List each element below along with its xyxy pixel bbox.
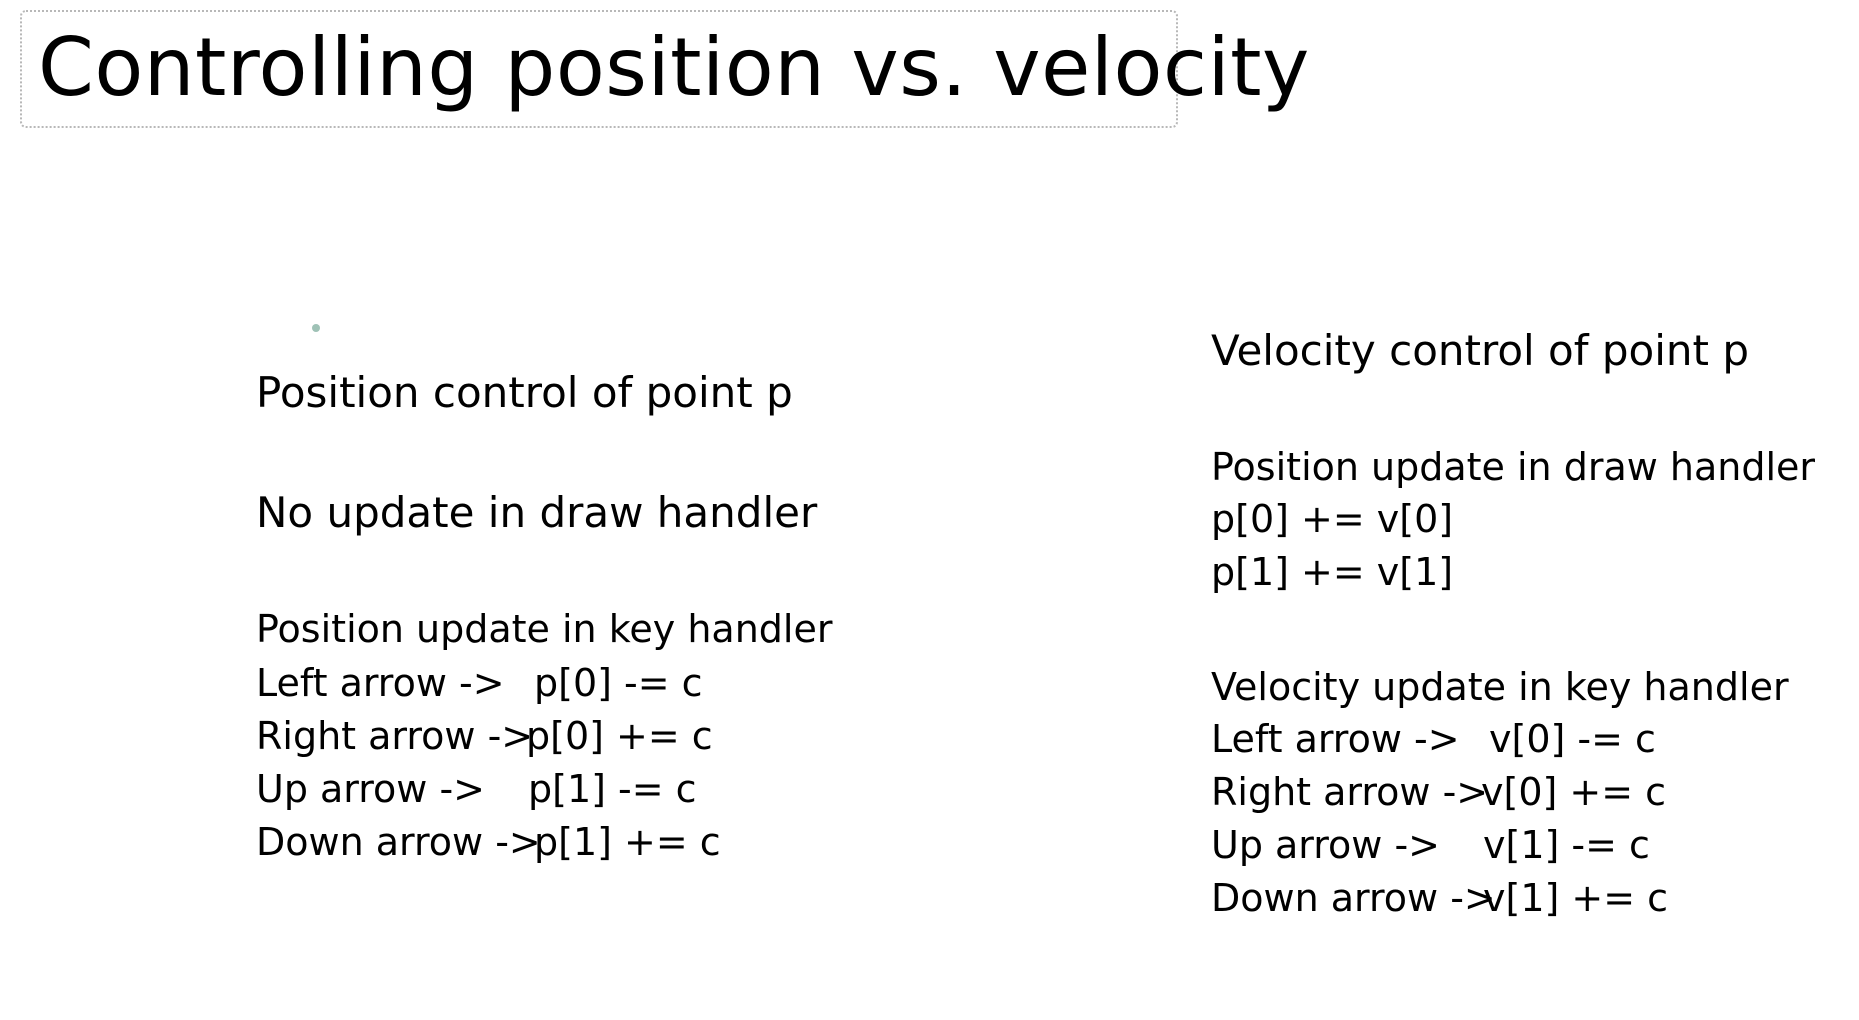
down-arrow-mapping: Down arrow ->v[1] += c bbox=[1211, 879, 1668, 917]
mapping-op: v[1] += c bbox=[1483, 876, 1669, 920]
right-arrow-mapping: Right arrow ->v[0] += c bbox=[1211, 773, 1666, 811]
title-placeholder-box bbox=[20, 10, 1178, 128]
left-arrow-mapping: Left arrow -> p[0] -= c bbox=[256, 664, 703, 702]
right-arrow-mapping: Right arrow ->p[0] += c bbox=[256, 717, 713, 755]
mapping-op: v[0] -= c bbox=[1489, 717, 1656, 761]
mapping-op: p[1] += c bbox=[534, 820, 721, 864]
cursor-dot bbox=[312, 324, 320, 332]
mapping-key: Down arrow -> bbox=[256, 820, 541, 864]
position-key-heading: Position update in key handler bbox=[256, 607, 833, 651]
mapping-key: Up arrow -> bbox=[256, 767, 486, 811]
draw-update-line-0: p[0] += v[0] bbox=[1211, 497, 1454, 541]
mapping-key: Up arrow -> bbox=[1211, 823, 1441, 867]
mapping-op: v[0] += c bbox=[1481, 770, 1667, 814]
up-arrow-mapping: Up arrow -> p[1] -= c bbox=[256, 770, 697, 808]
left-arrow-mapping: Left arrow -> v[0] -= c bbox=[1211, 720, 1656, 758]
mapping-key: Left arrow -> bbox=[1211, 717, 1460, 761]
up-arrow-mapping: Up arrow -> v[1] -= c bbox=[1211, 826, 1650, 864]
no-update-draw-note: No update in draw handler bbox=[256, 488, 818, 537]
mapping-key: Left arrow -> bbox=[256, 661, 505, 705]
mapping-op: v[1] -= c bbox=[1483, 823, 1650, 867]
mapping-key: Right arrow -> bbox=[1211, 770, 1489, 814]
velocity-key-heading: Velocity update in key handler bbox=[1211, 665, 1789, 709]
mapping-op: p[0] += c bbox=[526, 714, 713, 758]
velocity-control-heading: Velocity control of point p bbox=[1211, 326, 1750, 375]
velocity-draw-heading: Position update in draw handler bbox=[1211, 445, 1816, 489]
mapping-op: p[0] -= c bbox=[534, 661, 703, 705]
slide-title: Controlling position vs. velocity bbox=[38, 21, 1310, 114]
mapping-key: Right arrow -> bbox=[256, 714, 534, 758]
draw-update-line-1: p[1] += v[1] bbox=[1211, 550, 1454, 594]
down-arrow-mapping: Down arrow ->p[1] += c bbox=[256, 823, 721, 861]
mapping-op: p[1] -= c bbox=[528, 767, 697, 811]
mapping-key: Down arrow -> bbox=[1211, 876, 1496, 920]
position-control-heading: Position control of point p bbox=[256, 368, 793, 417]
